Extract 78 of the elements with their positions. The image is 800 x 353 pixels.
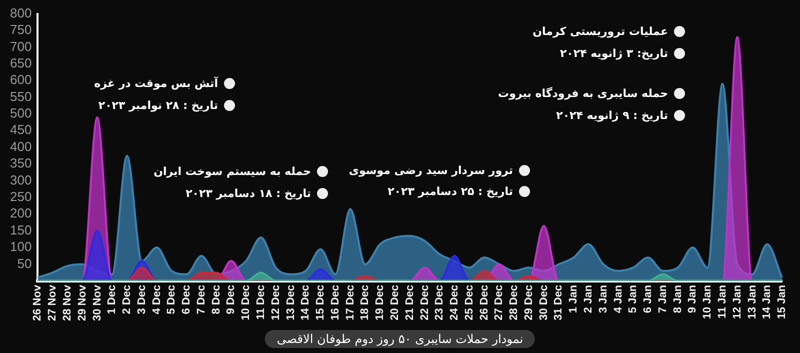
x-tick-label: 28 Nov [61,284,74,322]
x-tick-label: 20 Dec [388,284,401,320]
y-tick-label: 250 [10,189,32,204]
y-tick-label: 550 [10,88,32,104]
x-tick-label: 11 Dec [255,284,268,320]
annotation: تاریخ : ۱۸ دسامبر ۲۰۲۳ [186,187,311,200]
x-tick-label: 4 Dec [150,284,163,314]
x-tick-label: 8 Dec [210,284,222,314]
x-tick-label: 16 Dec [329,284,342,320]
x-tick-label: 18 Dec [359,284,372,320]
x-tick-label: 12 Dec [270,284,282,320]
x-tick-label: 22 Dec [418,284,431,320]
x-tick-label: 15 Dec [314,284,327,320]
y-tick-label: 600 [10,72,32,88]
x-tick-label: 15 Jan [776,284,788,320]
x-tick-label: 23 Dec [434,284,446,320]
x-tick-label: 19 Dec [374,284,386,320]
x-tick-label: 9 Dec [225,284,238,314]
y-tick-label: 100 [10,239,32,254]
x-tick-label: 2 Jan [582,284,595,314]
x-tick-label: 5 Jan [627,284,640,314]
y-tick-label: 200 [10,206,32,221]
x-tick-label: 26 Nov [32,284,44,322]
annotation: تاریخ : ۲۸ نوامبر ۲۰۲۳ [98,99,218,112]
x-tick-label: 6 Jan [642,284,654,314]
x-tick-label: 3 Jan [597,284,610,314]
x-tick-label: 5 Dec [166,284,178,314]
y-tick-label: 300 [10,172,32,188]
x-tick-label: 13 Dec [284,284,297,320]
x-tick-label: 9 Jan [686,284,699,314]
annotation: عملیات تروریستی کرمان [532,25,668,38]
x-tick-label: 3 Dec [136,284,148,314]
x-tick-label: 8 Jan [672,284,684,314]
x-tick-label: 29 Dec [522,284,535,320]
x-tick-label: 14 Jan [761,284,774,320]
x-tick-label: 1 Dec [106,284,118,314]
x-tick-label: 25 Dec [463,284,476,320]
annotation: تاریخ: ۳ ژانویه ۲۰۲۴ [560,47,668,60]
y-tick-label: 50 [17,256,32,271]
annotation: ترور سردار سید رضی موسوی [348,164,513,177]
annotation: حمله سایبری به فرودگاه بیروت [498,87,668,100]
y-tick-label: 150 [10,222,32,238]
x-tick-label: 7 Dec [195,284,208,314]
y-tick-label: 400 [10,138,32,154]
x-tick-label: 10 Dec [240,284,252,320]
x-tick-label: 2 Dec [121,284,134,314]
x-tick-label: 1 Jan [568,284,580,314]
x-tick-label: 27 Nov [46,284,59,322]
annotation: تاریخ : ۹ ژانویه ۲۰۲۴ [556,109,668,122]
x-tick-label: 31 Dec [552,284,565,320]
x-tick-label: 28 Dec [508,284,520,320]
x-tick-label: 30 Nov [91,284,104,322]
y-tick-label: 700 [10,38,32,54]
x-tick-label: 27 Dec [493,284,506,320]
y-tick-label: 450 [10,122,32,138]
x-tick-label: 6 Dec [180,284,193,314]
annotation: حمله به سیستم سوخت ایران [154,165,311,178]
annotation: آتش بس موقت در غزه [94,77,218,90]
y-tick-label: 500 [10,106,32,121]
x-tick-label: 11 Jan [716,284,728,319]
x-tick-label: 24 Dec [448,284,461,320]
y-tick-label: 650 [10,55,32,70]
y-tick-label: 350 [10,156,32,171]
x-tick-label: 7 Jan [656,284,669,314]
x-tick-label: 14 Dec [300,284,312,320]
x-tick-label: 30 Dec [538,284,550,320]
x-tick-label: 4 Jan [612,284,624,314]
annotation: تاریخ : ۲۵ دسامبر ۲۰۲۳ [388,185,513,198]
x-tick-label: 10 Jan [702,284,714,320]
x-tick-label: 17 Dec [344,284,356,320]
x-tick-label: 21 Dec [404,284,416,320]
x-tick-label: 29 Nov [76,284,88,322]
x-tick-label: 26 Dec [478,284,490,320]
x-tick-label: 13 Jan [746,284,758,320]
y-tick-label: 750 [10,22,32,38]
x-tick-label: 12 Jan [731,284,744,320]
y-tick-label: 800 [10,5,32,20]
text: نمودار حملات سایبری ۵۰ روز دوم طوفان الاقصی [264,330,536,348]
